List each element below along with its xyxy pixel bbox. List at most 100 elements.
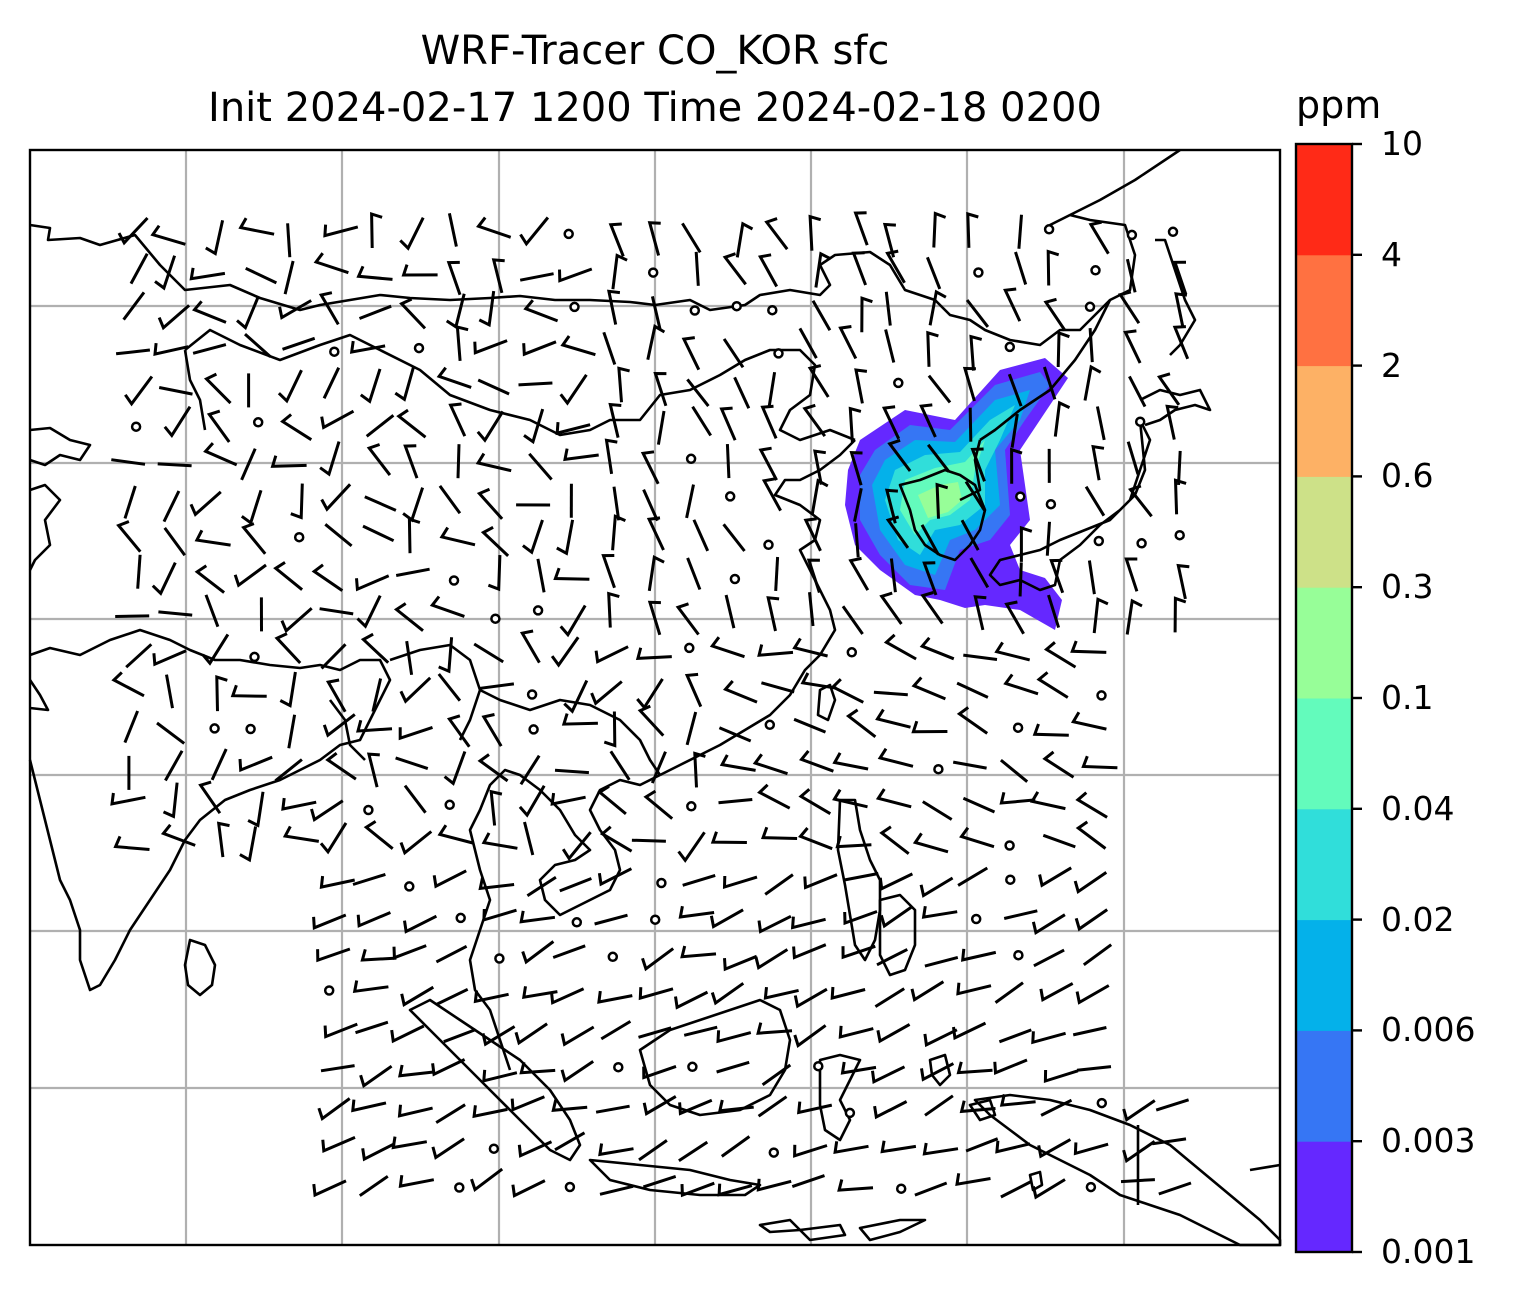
wind-barb <box>523 821 535 856</box>
wind-barb <box>885 249 906 284</box>
wind-barb <box>122 291 146 321</box>
wind-barb <box>792 637 828 658</box>
wind-barb <box>590 680 623 706</box>
wind-barb <box>647 600 662 636</box>
wind-barb <box>1043 297 1067 332</box>
wind-barb <box>1172 325 1190 360</box>
wind-barb <box>123 710 139 744</box>
wind-barb <box>204 594 220 628</box>
calm-marker <box>1043 224 1055 235</box>
wind-barb <box>563 679 589 714</box>
wind-barb <box>518 784 546 818</box>
wind-barb <box>519 216 550 247</box>
wind-barb <box>830 986 866 1000</box>
wind-barb <box>924 1094 954 1117</box>
wind-barb <box>796 1101 833 1115</box>
wind-barb <box>718 726 752 743</box>
wind-barb <box>763 986 799 1000</box>
calm-marker <box>970 913 982 925</box>
wind-barb <box>964 480 986 512</box>
wind-barb <box>194 529 231 547</box>
wind-barb <box>758 446 778 481</box>
wind-barb <box>446 260 462 296</box>
wind-barb <box>876 1023 911 1044</box>
wind-barb <box>476 216 512 239</box>
wind-barb <box>760 826 798 840</box>
wind-barb <box>152 649 187 667</box>
wind-barb <box>559 877 592 893</box>
wind-barb <box>838 1025 874 1039</box>
wind-barb <box>922 1142 959 1156</box>
wind-barb <box>561 831 592 862</box>
wind-barb <box>1152 1137 1187 1146</box>
wind-barb <box>398 1064 434 1078</box>
wind-barb <box>717 1183 753 1197</box>
wind-barb <box>165 674 174 709</box>
wind-barb <box>597 990 633 1004</box>
wind-barb <box>924 955 959 968</box>
wind-barb <box>956 982 992 996</box>
wind-barb <box>853 211 869 246</box>
wind-barb <box>1010 447 1023 484</box>
wind-barb <box>919 403 937 438</box>
wind-barb <box>356 719 393 733</box>
wind-barb <box>611 514 626 551</box>
wind-barb <box>551 1099 588 1112</box>
wind-barb <box>470 1167 504 1193</box>
wind-barb <box>320 409 355 430</box>
wind-barb <box>519 754 541 786</box>
wind-barb <box>281 797 317 811</box>
wind-barb <box>678 1098 713 1116</box>
calm-marker <box>773 348 784 359</box>
wind-barb <box>323 1022 358 1039</box>
wind-barb <box>371 678 383 712</box>
wind-barb <box>722 523 746 552</box>
wind-barb <box>642 1095 677 1116</box>
calm-marker <box>656 877 667 889</box>
wind-barb <box>599 1184 634 1196</box>
wind-barb <box>963 653 998 661</box>
wind-barb <box>1042 833 1076 849</box>
wind-barb <box>431 1137 465 1160</box>
wind-barb <box>1088 220 1110 255</box>
wind-barb <box>841 944 876 960</box>
calm-marker <box>687 1061 698 1073</box>
wind-barb <box>480 525 510 557</box>
wind-barb <box>481 1025 516 1047</box>
wind-barb <box>201 633 230 666</box>
wind-barb <box>678 1140 709 1162</box>
wind-barb <box>403 444 419 479</box>
wind-barb <box>1083 364 1102 401</box>
wind-barb <box>911 720 948 734</box>
wind-barb <box>878 872 914 891</box>
calm-marker <box>245 723 256 735</box>
wind-barb <box>216 821 230 858</box>
wind-barb <box>725 444 731 479</box>
wind-barb <box>189 490 222 517</box>
wind-barb <box>478 877 515 891</box>
wind-barb <box>926 330 939 367</box>
wind-barb <box>274 758 303 782</box>
wind-barb <box>884 329 896 363</box>
colorbar-segment <box>1296 808 1352 921</box>
wind-barb <box>647 555 665 592</box>
wind-barb <box>637 704 665 737</box>
wind-barb <box>443 750 467 786</box>
calm-marker <box>649 914 661 925</box>
wind-barb <box>764 217 789 251</box>
wind-barb <box>558 267 593 283</box>
wind-barb <box>757 644 794 657</box>
wind-barb <box>973 595 987 631</box>
wind-barb <box>718 798 753 805</box>
wind-barb <box>482 1069 518 1083</box>
wind-barb <box>392 944 427 960</box>
calm-marker <box>689 305 701 316</box>
wind-barb <box>912 832 949 854</box>
wind-barb <box>399 676 432 704</box>
calm-marker <box>404 881 415 892</box>
wind-barb <box>349 340 386 354</box>
wind-barb <box>163 405 192 438</box>
wind-barb <box>682 873 716 887</box>
wind-barb <box>754 948 789 970</box>
wind-barb <box>709 908 744 929</box>
